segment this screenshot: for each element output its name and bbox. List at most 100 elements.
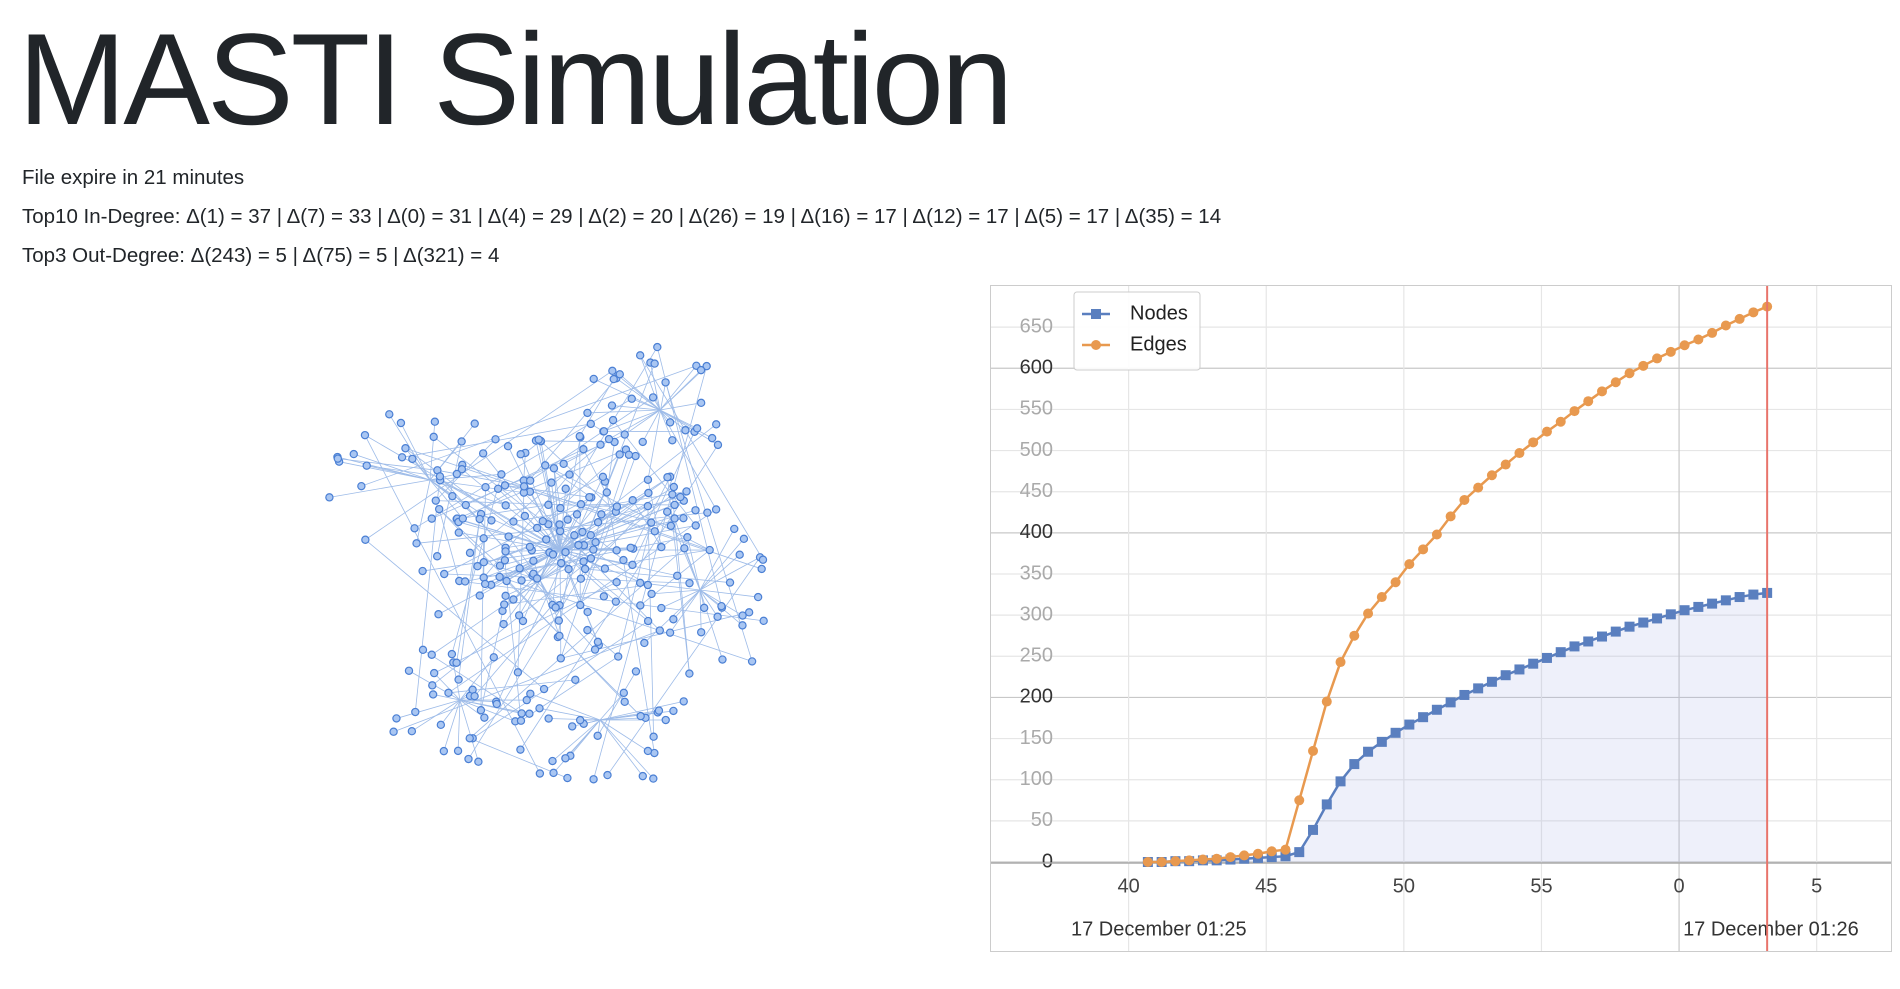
graph-node <box>515 564 524 573</box>
graph-node <box>735 550 744 559</box>
graph-node <box>479 534 488 543</box>
point <box>1294 795 1305 806</box>
graph-node <box>535 769 545 778</box>
graph-node <box>559 459 568 469</box>
graph-node <box>325 493 334 502</box>
graph-node <box>429 668 439 678</box>
graph-node <box>590 645 600 654</box>
graph-edge <box>405 447 562 564</box>
point <box>1528 658 1539 669</box>
graph-edge <box>673 589 701 620</box>
graph-node <box>580 564 590 574</box>
graph-edge <box>665 382 753 662</box>
graph-node <box>429 432 438 442</box>
graph-edge <box>388 414 431 481</box>
graph-node <box>661 378 670 387</box>
expiry-text: File expire in 21 minutes <box>22 166 245 189</box>
graph-edge <box>659 369 702 411</box>
graph-node <box>479 558 488 567</box>
graph-node <box>397 453 407 462</box>
graph-node <box>657 603 666 613</box>
point <box>1679 340 1690 351</box>
graph-node <box>501 591 510 601</box>
graph-edge <box>458 532 561 551</box>
graph-node <box>576 600 585 610</box>
graph-node <box>440 569 449 579</box>
point <box>1500 670 1511 681</box>
graph-node <box>747 657 757 666</box>
y-tick-label: 500 <box>1020 439 1053 461</box>
graph-node <box>457 465 467 474</box>
point <box>1418 712 1429 723</box>
graph-node <box>608 366 617 376</box>
graph-node <box>357 481 366 491</box>
graph-node <box>571 675 580 685</box>
graph-node <box>431 496 440 505</box>
point <box>1528 437 1539 448</box>
graph-edge <box>530 693 601 721</box>
y-tick-label: 550 <box>1020 398 1053 420</box>
point <box>1266 846 1277 857</box>
point <box>1514 664 1525 675</box>
graph-edge <box>593 366 708 780</box>
graph-edge <box>699 589 718 617</box>
graph-edge <box>513 491 687 522</box>
graph-node <box>673 571 682 580</box>
point <box>1486 676 1497 687</box>
point <box>1376 592 1387 603</box>
x-tick-label: 45 <box>1255 875 1277 897</box>
graph-node <box>661 715 670 725</box>
graph-edge <box>603 409 661 432</box>
graph-edge <box>699 554 740 591</box>
point <box>1720 595 1731 606</box>
graph-edge <box>539 549 594 581</box>
graph-edge <box>539 554 554 581</box>
graph-node <box>554 616 564 625</box>
graph-node <box>711 420 721 429</box>
graph-node <box>602 488 612 497</box>
graph-node <box>696 628 706 637</box>
graph-node <box>495 561 505 570</box>
graph-node <box>385 410 394 419</box>
graph-node <box>434 610 443 619</box>
graph-node <box>561 547 570 557</box>
graph-node <box>711 505 721 514</box>
graph-edge <box>459 699 479 762</box>
graph-node <box>707 433 717 443</box>
point <box>1170 856 1181 867</box>
graph-node <box>491 435 500 444</box>
graph-edge <box>599 719 649 752</box>
graph-edge <box>553 468 561 509</box>
graph-node <box>361 535 370 544</box>
point <box>1280 844 1291 855</box>
graph-node <box>638 437 647 447</box>
graph-node <box>470 691 479 701</box>
graph-edge <box>429 479 506 506</box>
graph-node <box>513 668 523 677</box>
graph-node <box>691 521 700 530</box>
graph-node <box>579 445 588 454</box>
graph-node <box>487 516 496 525</box>
graph-node <box>401 444 410 453</box>
graph-edge <box>552 719 601 762</box>
graph-node <box>563 773 572 783</box>
graph-edge <box>683 548 701 591</box>
graph-edge <box>699 589 759 598</box>
graph-edge <box>699 589 722 607</box>
point <box>1624 368 1635 379</box>
graph-edge <box>607 557 761 776</box>
graph-node <box>410 524 419 533</box>
y-tick-label: 400 <box>1020 521 1053 543</box>
point <box>1500 459 1511 470</box>
graph-edge <box>632 476 671 549</box>
graph-edge <box>661 589 701 609</box>
graph-edge <box>523 374 621 487</box>
graph-node <box>556 654 566 663</box>
graph-node <box>460 577 470 586</box>
graph-node <box>561 754 570 763</box>
graph-node <box>480 713 489 722</box>
graph-node <box>454 675 463 684</box>
point <box>1197 854 1208 865</box>
graph-node <box>453 746 463 756</box>
graph-node <box>465 548 475 558</box>
